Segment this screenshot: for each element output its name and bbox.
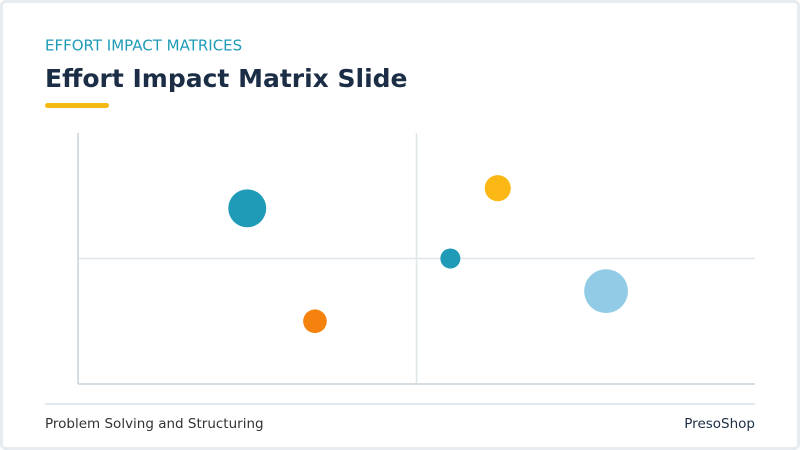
slide-title: Effort Impact Matrix Slide <box>45 64 408 93</box>
plot <box>77 133 755 385</box>
bubble <box>440 248 461 269</box>
bubble <box>584 269 628 314</box>
title-underline <box>45 103 109 108</box>
footer-left: Problem Solving and Structuring <box>45 416 264 432</box>
bubble <box>303 309 327 334</box>
footer-right: PresoShop <box>684 416 755 432</box>
kicker: EFFORT IMPACT MATRICES <box>45 37 242 55</box>
bubble <box>484 175 511 202</box>
bubble <box>228 189 267 228</box>
